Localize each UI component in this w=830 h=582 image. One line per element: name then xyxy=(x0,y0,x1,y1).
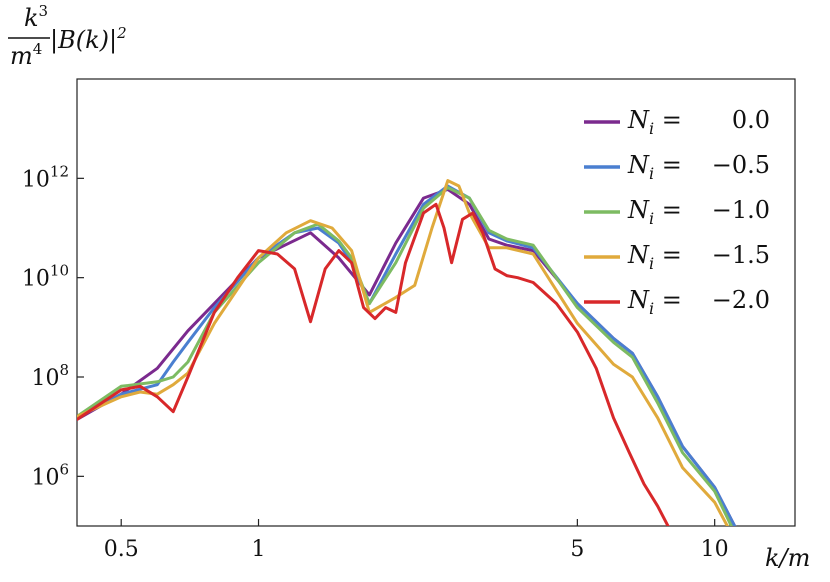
series-line-4 xyxy=(77,202,670,526)
y-tick-label: 1012 xyxy=(22,162,69,192)
x-tick-label: 5 xyxy=(570,537,584,562)
legend: Ni = 0.0 Ni = −0.5 Ni = −1.0 Ni = −1.5 Ni = −2.0 xyxy=(584,106,770,318)
y-tick-label: 108 xyxy=(31,361,69,391)
plot-frame xyxy=(76,78,796,527)
series-layer xyxy=(77,179,737,526)
x-tick-label: 10 xyxy=(701,537,729,562)
legend-value: 0.0 xyxy=(732,106,770,134)
legend-item: Ni = 0.0 xyxy=(584,106,770,138)
legend-label: Ni = xyxy=(627,151,682,183)
legend-item: Ni = −2.0 xyxy=(584,286,770,318)
y-tick-label: 1010 xyxy=(22,262,69,292)
legend-label: Ni = xyxy=(627,196,682,228)
legend-label: Ni = xyxy=(627,106,682,138)
x-tick-label: 0.5 xyxy=(104,537,139,562)
legend-label: Ni = xyxy=(627,286,682,318)
series-line-2 xyxy=(77,186,733,526)
legend-item: Ni = −0.5 xyxy=(584,151,770,183)
y-axis-label: k3 m4 |B(k)|2 xyxy=(8,2,127,70)
legend-label: Ni = xyxy=(627,241,682,273)
legend-value: −0.5 xyxy=(712,151,770,179)
legend-item: Ni = −1.5 xyxy=(584,241,770,273)
x-axis-label: k/m xyxy=(765,544,810,572)
ticks: 0.5 1 5 10 106 108 1010 1012 xyxy=(22,162,729,562)
y-tick-label: 106 xyxy=(31,460,69,490)
legend-item: Ni = −1.0 xyxy=(584,196,770,228)
x-tick-label: 1 xyxy=(252,537,266,562)
svg-text:|B(k)|2: |B(k)|2 xyxy=(50,24,127,55)
legend-value: −2.0 xyxy=(712,286,770,314)
svg-text:k3: k3 xyxy=(24,2,48,32)
series-line-3 xyxy=(77,179,730,526)
legend-value: −1.0 xyxy=(712,196,770,224)
legend-value: −1.5 xyxy=(712,241,770,269)
series-line-1 xyxy=(77,184,737,526)
svg-text:m4: m4 xyxy=(10,40,42,70)
